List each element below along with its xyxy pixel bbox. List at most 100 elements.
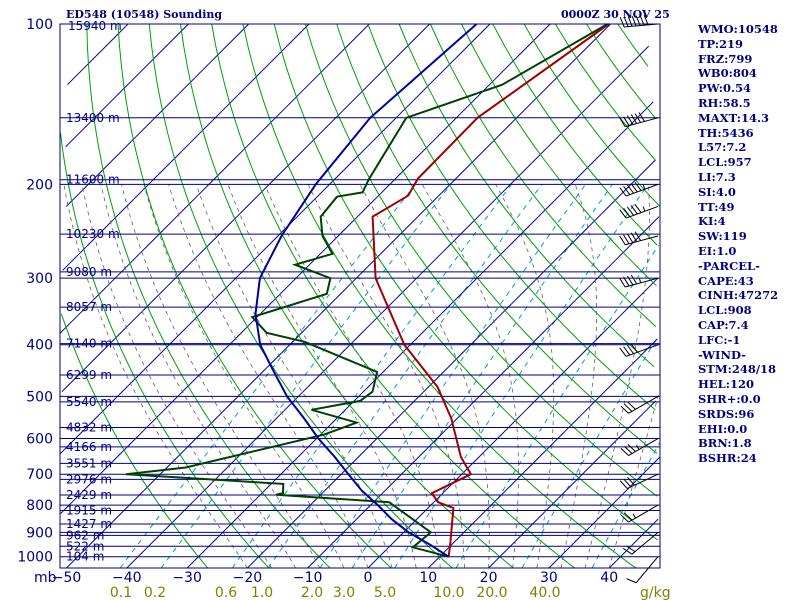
axis-unit-label: mb bbox=[34, 570, 57, 586]
moist-adiabat-line bbox=[143, 184, 345, 569]
height-label: 522 m bbox=[66, 539, 104, 553]
height-label: 6299 m bbox=[66, 368, 112, 382]
wind-barb bbox=[619, 473, 659, 490]
moist-adiabat-line bbox=[195, 184, 393, 569]
moist-adiabat-line bbox=[63, 184, 248, 569]
wind-barb bbox=[619, 274, 659, 288]
temperature-tick-label: 30 bbox=[540, 570, 558, 586]
index-item: TP:219 bbox=[698, 36, 744, 51]
mixing-ratio-line bbox=[591, 442, 661, 569]
isotherm-line bbox=[186, 101, 654, 569]
temperature-tick-label: −20 bbox=[233, 570, 263, 586]
index-item: WB0:804 bbox=[698, 66, 757, 81]
plot-frame bbox=[59, 23, 661, 569]
moist-adiabat-line bbox=[359, 184, 490, 568]
moist-adiabat-line bbox=[560, 184, 598, 569]
height-label: 4166 m bbox=[66, 440, 112, 454]
index-item: HEL:120 bbox=[698, 377, 754, 392]
moist-adiabat-line bbox=[608, 391, 660, 569]
index-item: PW:0.54 bbox=[698, 81, 752, 96]
isotherm-line bbox=[548, 456, 661, 569]
index-item: L57:7.2 bbox=[698, 140, 747, 155]
dry-adiabat-line bbox=[336, 23, 658, 454]
mixing-ratio-line bbox=[455, 244, 660, 569]
mixing-ratio-label: 40.0 bbox=[529, 585, 560, 600]
mixing-ratio-line bbox=[231, 184, 512, 569]
isotherm-line bbox=[367, 277, 659, 569]
isotherm-line bbox=[66, 23, 611, 569]
dry-adiabat-line bbox=[367, 23, 656, 411]
index-item: FRZ:799 bbox=[698, 51, 753, 66]
index-item: RH:58.5 bbox=[698, 95, 751, 110]
mixing-ratio-label: 0.6 bbox=[215, 585, 237, 600]
moist-adiabat-line bbox=[227, 184, 417, 569]
mixing-ratio-line bbox=[160, 184, 452, 569]
index-item: EI:1.0 bbox=[698, 243, 737, 258]
wind-barb bbox=[619, 343, 659, 357]
height-label: 9080 m bbox=[66, 265, 112, 279]
height-label: 1427 m bbox=[66, 517, 112, 531]
index-item: BRN:1.8 bbox=[698, 436, 752, 451]
isotherm-line bbox=[60, 23, 491, 454]
isotherm-lines bbox=[60, 23, 661, 569]
moist-adiabat-line bbox=[421, 184, 519, 569]
temperature-tick-label: 40 bbox=[600, 570, 618, 586]
isotherm-line bbox=[60, 23, 551, 514]
temperature-profile bbox=[371, 23, 610, 557]
pressure-label: 400 bbox=[26, 338, 53, 354]
dry-adiabat-line bbox=[304, 23, 658, 497]
isobar-lines bbox=[60, 23, 660, 558]
height-label: 962 m bbox=[66, 528, 104, 542]
index-item: LCL:957 bbox=[698, 155, 752, 170]
height-label: 13400 m bbox=[66, 111, 120, 125]
moist-adiabat-line bbox=[584, 184, 650, 569]
dry-adiabat-line bbox=[586, 23, 656, 119]
index-item: BSHR:24 bbox=[698, 451, 757, 466]
isotherm-line bbox=[608, 518, 659, 569]
height-label: 2976 m bbox=[66, 472, 112, 486]
index-item: -WIND- bbox=[698, 347, 746, 362]
index-item: CINH:47272 bbox=[698, 288, 779, 303]
index-item: TH:5436 bbox=[698, 125, 754, 140]
wind-barbs bbox=[619, 14, 659, 584]
temperature-tick-label: −30 bbox=[172, 570, 202, 586]
pressure-label: 100 bbox=[26, 17, 53, 33]
mixing-ratio-label: 1.0 bbox=[251, 585, 273, 600]
index-item: KI:4 bbox=[698, 214, 726, 229]
station-title: ED548 (10548) Sounding bbox=[66, 8, 223, 21]
temperature-tick-label: −50 bbox=[52, 570, 82, 586]
index-item: CAP:7.4 bbox=[698, 317, 749, 332]
wind-barb bbox=[619, 112, 659, 128]
dry-adiabat-line bbox=[180, 23, 514, 569]
mixing-ratio-label: 0.2 bbox=[144, 585, 166, 600]
index-item: SW:119 bbox=[698, 229, 747, 244]
dry-adiabat-line bbox=[617, 23, 649, 67]
index-item: SI:4.0 bbox=[698, 184, 736, 199]
index-item: SHR+:0.0 bbox=[698, 391, 761, 406]
mixing-ratio-line bbox=[394, 184, 649, 569]
index-item: MAXT:14.3 bbox=[698, 110, 769, 125]
index-item: SRDS:96 bbox=[698, 406, 755, 421]
mixing-ratio-line bbox=[119, 184, 416, 569]
indices-panel: WMO:10548 TP:219 FRZ:799 WB0:804 PW:0.54 RH:5… bbox=[698, 22, 778, 466]
wind-barb bbox=[619, 231, 659, 246]
temperature-tick-label: 20 bbox=[480, 570, 498, 586]
profile-lines bbox=[125, 23, 610, 558]
mixing-ratio-label: g/kg bbox=[640, 585, 671, 600]
moist-adiabat-line bbox=[168, 184, 369, 569]
dry-adiabat-line bbox=[492, 23, 658, 246]
wind-barb bbox=[619, 203, 659, 219]
wind-barb bbox=[620, 438, 659, 456]
isotherm-line bbox=[65, 23, 189, 148]
index-item: LCL:908 bbox=[698, 303, 752, 318]
mixing-ratio-label: 2.0 bbox=[301, 585, 323, 600]
dry-adiabat-line bbox=[86, 23, 331, 569]
dry-adiabat-line bbox=[242, 23, 636, 569]
mixing-ratio-label: 3.0 bbox=[333, 585, 355, 600]
height-label: 4832 m bbox=[66, 420, 112, 434]
isotherm-line bbox=[247, 159, 656, 569]
pressure-label: 500 bbox=[26, 389, 53, 405]
wind-barb bbox=[619, 181, 659, 197]
index-item: EHI:0.0 bbox=[698, 421, 748, 436]
